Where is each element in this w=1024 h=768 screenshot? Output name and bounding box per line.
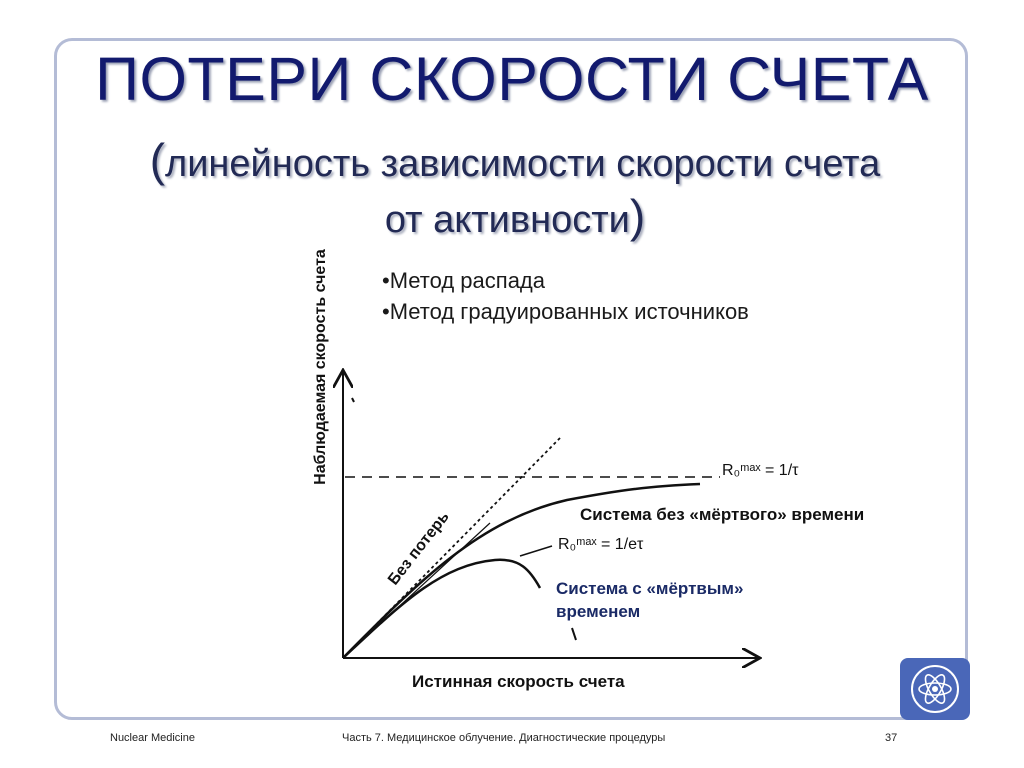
tick-mark [351, 397, 355, 403]
intermediate-line [342, 522, 491, 659]
x-axis-label: Истинная скорость счета [412, 672, 625, 691]
no-loss-line [342, 435, 563, 659]
iaea-logo-icon [900, 658, 970, 720]
page-number: 37 [885, 732, 898, 744]
no-dead-time-curve [342, 482, 701, 659]
pointer-line [519, 545, 553, 557]
slide-title: ПОТЕРИ СКОРОСТИ СЧЕТА [95, 45, 929, 113]
subtitle-line2: от активности [384, 199, 630, 241]
footer-center: Часть 7. Медицинское облучение. Диагност… [342, 732, 666, 744]
bullet-item: •Метод градуированных источников [382, 299, 749, 324]
bullet-list: •Метод распада •Метод градуированных ист… [382, 265, 749, 327]
subtitle-line1: линейность зависимости скорости счета [165, 143, 881, 185]
dead-time-curve [342, 558, 542, 659]
dead-time-label: Система с «мёртвым» временем [556, 577, 743, 623]
tick-mark [571, 627, 577, 641]
formula-mid: R₀ᵐᵃˣ = 1/eτ [558, 536, 644, 553]
footer-left: Nuclear Medicine [110, 732, 195, 744]
formula-top: R₀ᵐᵃˣ = 1/τ [722, 462, 799, 479]
dead-time-label-line1: Система с «мёртвым» [556, 579, 744, 598]
bullet-item: •Метод распада [382, 268, 546, 293]
slide-frame [54, 38, 968, 720]
slide-subtitle: (линейность зависимости скорости счета о… [149, 134, 881, 242]
y-axis-label: Наблюдаемая скорость счета [312, 249, 329, 485]
dead-time-label-line2: временем [556, 602, 641, 621]
no-dead-time-label: Система без «мёртвого» времени [580, 505, 865, 524]
